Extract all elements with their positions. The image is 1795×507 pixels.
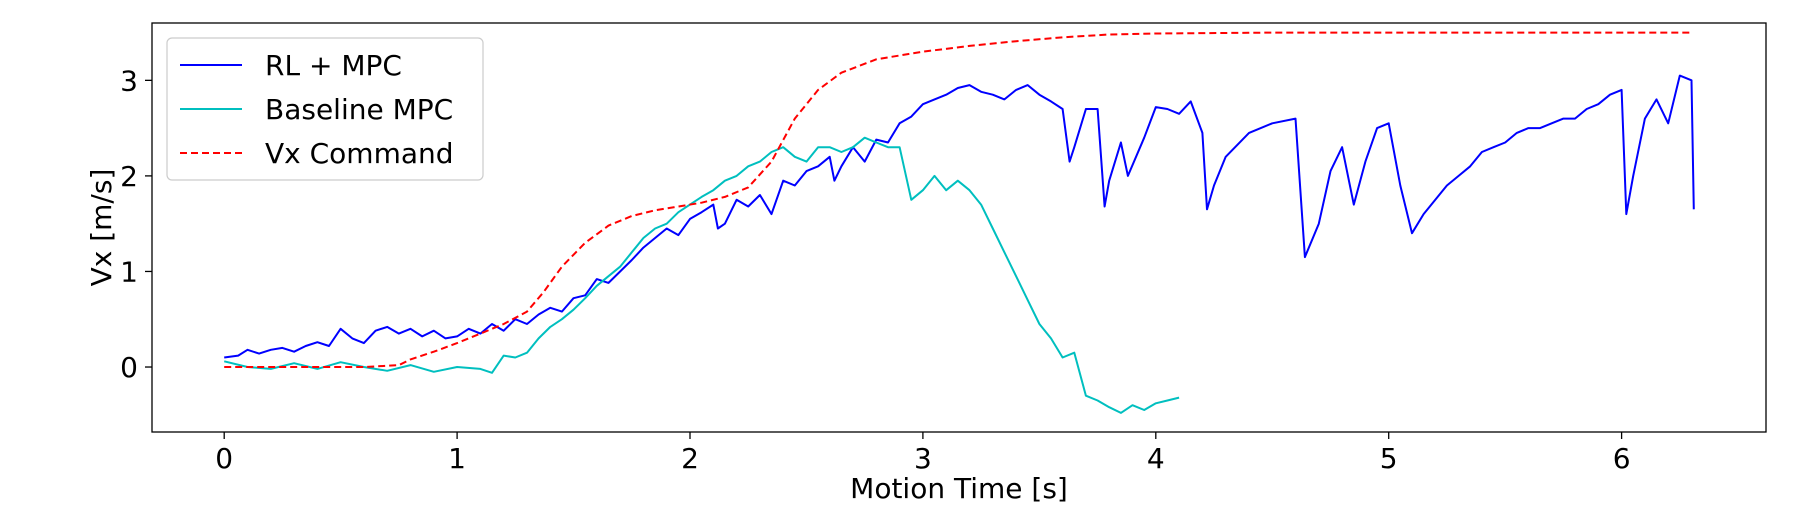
y-tick-label: 1	[120, 255, 138, 288]
x-tick-label: 2	[681, 442, 699, 475]
x-tick-label: 3	[914, 442, 932, 475]
legend-box	[166, 37, 484, 181]
x-tick-label: 0	[215, 442, 233, 475]
y-tick-label: 3	[120, 64, 138, 97]
plot-area-frame	[151, 22, 1767, 433]
y-axis-label: Vx [m/s]	[85, 169, 118, 287]
series-line-3	[224, 31, 1692, 368]
legend-label-3: Vx Command	[265, 137, 454, 170]
ticks-layer: 0 1 2 3 4 5 6 0 1 2 3	[120, 64, 1630, 475]
legend: RL + MPC Baseline MPC Vx Command	[166, 37, 484, 181]
x-tick-label: 6	[1613, 442, 1631, 475]
y-tick-label: 0	[120, 351, 138, 384]
x-axis-label: Motion Time [s]	[850, 472, 1068, 505]
y-tick-label: 2	[120, 160, 138, 193]
series-line-1	[224, 74, 1695, 359]
legend-label-2: Baseline MPC	[265, 93, 453, 126]
series-layer	[223, 31, 1695, 414]
x-tick-label: 1	[448, 442, 466, 475]
legend-label-1: RL + MPC	[265, 49, 402, 82]
x-tick-label: 5	[1380, 442, 1398, 475]
x-tick-label: 4	[1147, 442, 1165, 475]
series-line-2	[223, 136, 1180, 414]
